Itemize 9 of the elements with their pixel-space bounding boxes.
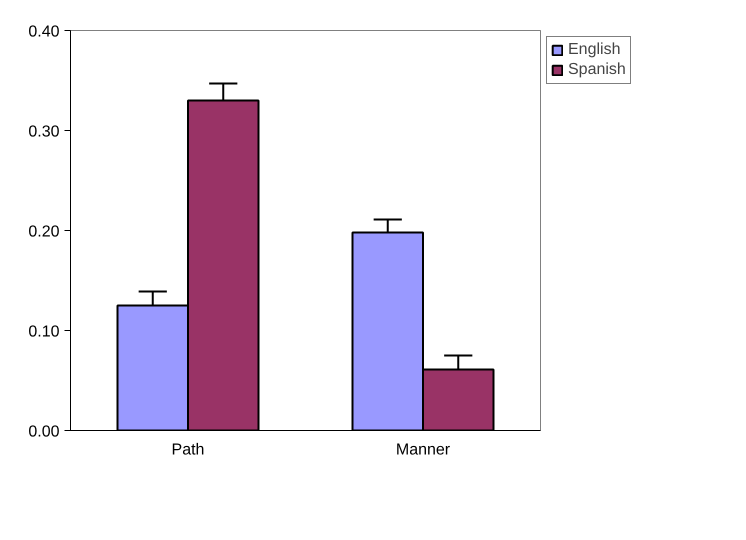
y-tick-label: 0.10 — [28, 324, 60, 340]
legend-label: Spanish — [568, 61, 626, 79]
y-tick-label: 0.40 — [28, 24, 60, 40]
x-tick-label: Path — [172, 442, 204, 458]
legend-label: English — [568, 41, 620, 59]
x-tick-label: Manner — [396, 442, 451, 458]
y-tick-label: 0.20 — [28, 224, 60, 240]
y-tick-label: 0.00 — [28, 424, 60, 440]
y-tick-label: 0.30 — [28, 124, 60, 140]
